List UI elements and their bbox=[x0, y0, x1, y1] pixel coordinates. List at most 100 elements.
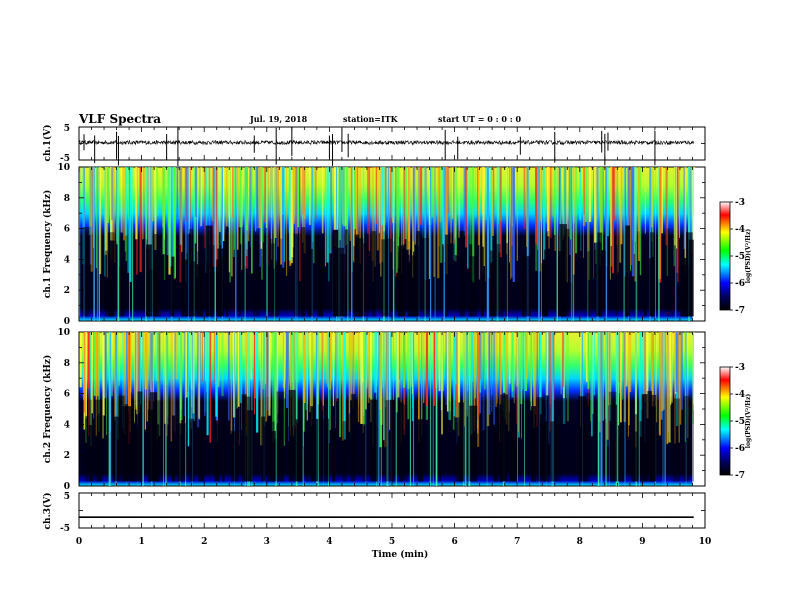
spectrogram-streak bbox=[218, 332, 220, 387]
spectrogram-streak bbox=[302, 167, 304, 215]
spectrogram-streak bbox=[546, 332, 549, 396]
spectrogram-dark-region bbox=[217, 248, 224, 317]
spectrogram-streak bbox=[88, 167, 91, 236]
spectrogram-streak bbox=[329, 167, 331, 254]
spectrogram-dark-region bbox=[647, 391, 653, 482]
spectrogram-streak bbox=[196, 167, 199, 278]
spectrogram-streak bbox=[691, 167, 693, 254]
spectrogram-impulse bbox=[315, 332, 317, 486]
spectrogram-streak bbox=[564, 167, 567, 225]
spectrogram-streak bbox=[167, 332, 169, 418]
spectrogram-streak bbox=[122, 332, 124, 429]
spectrogram-streak bbox=[522, 332, 524, 398]
spectrogram-streak bbox=[179, 167, 182, 283]
spectrogram-streak bbox=[200, 167, 203, 227]
spectrogram-streak bbox=[324, 167, 327, 267]
spectrogram-streak bbox=[522, 332, 524, 390]
spectrogram-streak bbox=[580, 167, 582, 252]
spectrogram-dark-region bbox=[88, 425, 94, 482]
spectrogram-streak bbox=[651, 167, 653, 242]
spectrogram-streak bbox=[498, 167, 500, 219]
spectrogram-impulse bbox=[572, 167, 575, 321]
spectrogram-streak bbox=[106, 167, 109, 278]
spectrogram-streak bbox=[406, 167, 408, 218]
spectrogram-dark-region bbox=[266, 417, 272, 482]
spectrogram-streak bbox=[587, 167, 590, 280]
spectrogram-dark-region bbox=[333, 229, 339, 317]
x-tick-label: 5 bbox=[389, 537, 395, 547]
spectrogram-impulse bbox=[296, 167, 298, 321]
spectrogram-streak bbox=[482, 332, 485, 431]
spectrogram-streak bbox=[326, 332, 328, 384]
spectrogram-streak bbox=[84, 332, 87, 419]
spectrogram-streak bbox=[692, 332, 695, 424]
spectrogram-dark-region bbox=[381, 239, 389, 317]
spectrogram-dark-region bbox=[181, 259, 188, 317]
spectrogram-streak bbox=[206, 332, 207, 392]
spectrogram-streak bbox=[295, 167, 297, 235]
spectrogram-streak bbox=[204, 332, 206, 417]
spectrogram-streak bbox=[634, 167, 636, 242]
spectrogram-streak bbox=[675, 332, 678, 393]
spectrogram-dark-region bbox=[480, 246, 484, 317]
spectrogram-impulse bbox=[608, 332, 610, 486]
spectrogram-impulse bbox=[142, 332, 144, 486]
ch1-spec-ylabel: ch.1 Frequency (kHz) bbox=[42, 190, 53, 299]
spectrogram-streak bbox=[624, 167, 626, 277]
spectrogram-impulse bbox=[185, 332, 187, 486]
spectrogram-dark-region bbox=[417, 230, 420, 317]
spectrogram-streak bbox=[214, 167, 215, 272]
spectrogram-impulse bbox=[395, 332, 397, 486]
spectrogram-impulse bbox=[556, 167, 559, 321]
y-tick-label: 4 bbox=[64, 420, 70, 430]
spectrogram-streak bbox=[680, 332, 683, 410]
spectrogram-streak bbox=[104, 332, 107, 399]
station-label: station=ITK bbox=[343, 114, 399, 124]
spectrogram-impulse bbox=[658, 167, 660, 321]
spectrogram-streak bbox=[368, 332, 370, 398]
spectrogram-dark-region bbox=[153, 263, 159, 317]
spectrogram-streak bbox=[374, 332, 377, 393]
spectrogram-streak bbox=[352, 167, 354, 261]
spectrogram-streak bbox=[359, 167, 361, 266]
spectrogram-streak bbox=[392, 332, 394, 401]
spectrogram-streak bbox=[370, 332, 372, 422]
spectrogram-dark-region bbox=[206, 261, 210, 317]
spectrogram-streak bbox=[455, 332, 457, 385]
spectrogram-dark-region bbox=[587, 251, 591, 317]
spectrogram-streak bbox=[241, 332, 243, 431]
spectrogram-streak bbox=[599, 332, 601, 433]
spectrogram-streak bbox=[512, 167, 515, 282]
spectrogram-streak bbox=[306, 332, 308, 421]
spectrogram-streak bbox=[168, 167, 170, 229]
spectrogram-dark-region bbox=[342, 421, 347, 482]
spectrogram-streak bbox=[184, 167, 188, 222]
spectrogram-streak bbox=[96, 332, 99, 397]
spectrogram-dark-region bbox=[673, 398, 680, 482]
spectrogram-streak bbox=[628, 332, 632, 393]
spectrogram-streak bbox=[144, 332, 146, 430]
spectrogram-streak bbox=[116, 332, 119, 440]
spectrogram-streak bbox=[452, 332, 455, 430]
spectrogram-streak bbox=[437, 167, 440, 279]
spectrogram-streak bbox=[606, 167, 609, 237]
spectrogram-streak bbox=[245, 167, 248, 231]
spectrogram-impulse bbox=[234, 332, 235, 486]
spectrogram-streak bbox=[547, 167, 550, 232]
spectrogram-streak bbox=[93, 332, 96, 396]
spectrogram-dark-region bbox=[610, 404, 618, 482]
spectrogram-impulse bbox=[302, 332, 304, 486]
spectrogram-dark-region bbox=[198, 429, 205, 482]
spectrogram-streak bbox=[652, 167, 654, 257]
spectrogram-streak bbox=[230, 332, 233, 434]
spectrogram-streak bbox=[382, 167, 384, 226]
spectrogram-dark-region bbox=[214, 420, 220, 482]
spectrogram-streak bbox=[203, 167, 207, 249]
ch3-waveform-panel: 5 -5 ch.3(V) 0 1 2 3 4 5 6 7 8 9 10 Time (min) bbox=[42, 492, 711, 560]
spectrogram-streak bbox=[192, 332, 194, 392]
spectrogram-streak bbox=[491, 167, 494, 236]
spectrogram-streak bbox=[357, 332, 360, 423]
spectrogram-streak bbox=[90, 332, 93, 400]
spectrogram-dark-region bbox=[146, 244, 152, 317]
